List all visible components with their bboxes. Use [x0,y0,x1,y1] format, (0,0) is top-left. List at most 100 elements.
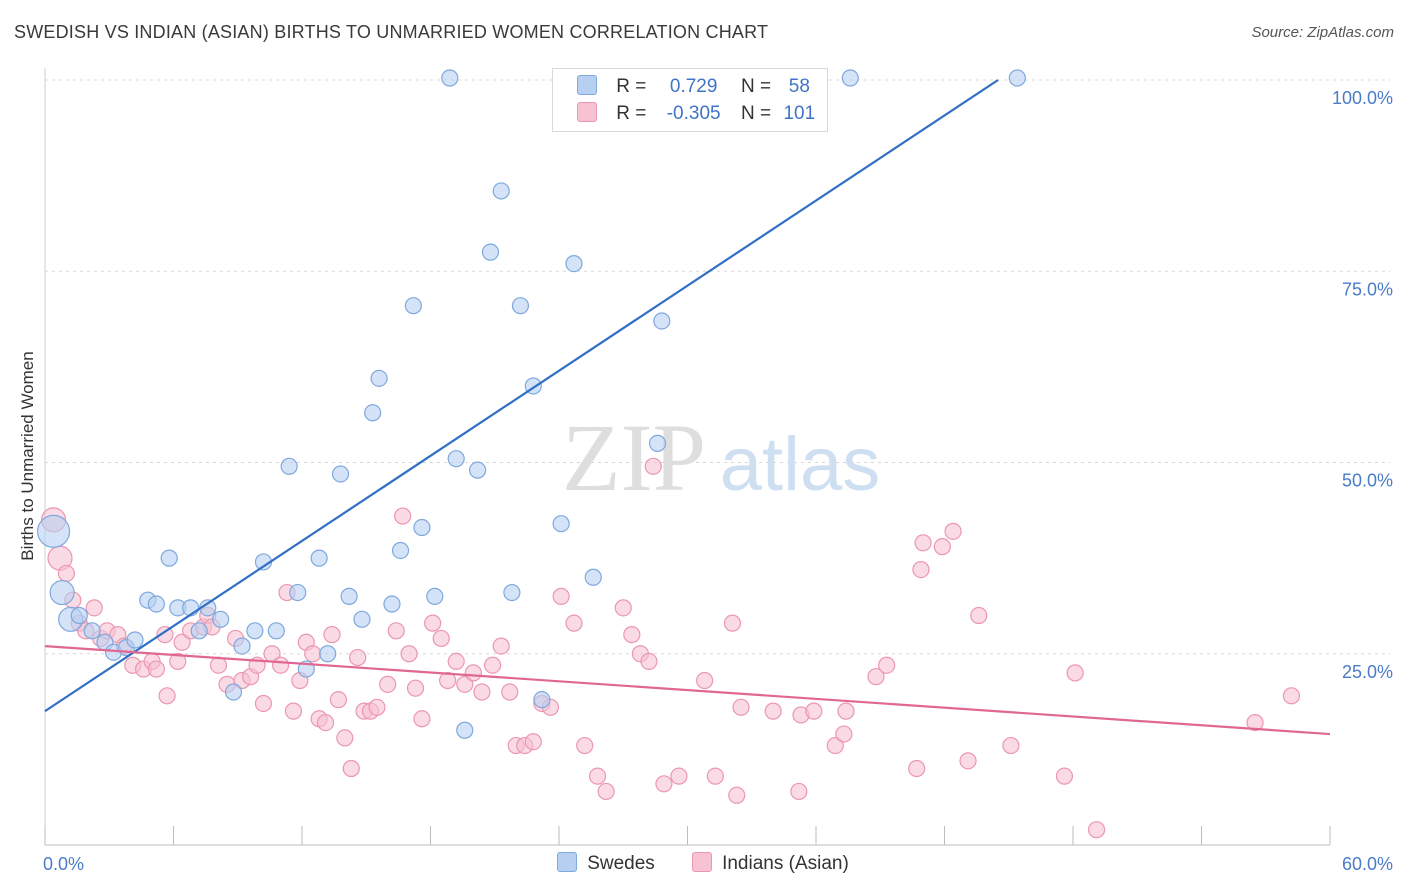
y-tick-label: 75.0% [1342,279,1393,299]
swedes-point [331,465,350,483]
tick-labels: 25.0% 50.0% 75.0% 100.0% 0.0% 60.0% [43,88,1393,874]
swedes-point [353,610,371,628]
indians-point [706,767,724,785]
indians-point [57,564,76,583]
indians-point [959,752,977,770]
indians-trend-line [44,645,1331,736]
axes [44,68,1331,846]
indians-point [1246,713,1264,732]
y-tick-label: 100.0% [1332,88,1393,108]
swedes-point [70,606,88,625]
indians-point [368,698,386,716]
indians-point [588,767,607,785]
indians-point [342,759,360,778]
indians-point [284,702,303,720]
indians-point [413,710,431,728]
swedes-point [383,595,401,613]
indians-point [1282,687,1301,705]
watermark-atlas: atlas [720,422,881,507]
swedes-n-value: 58 [788,76,810,97]
indians-point [271,656,290,674]
indians-point [524,733,542,751]
indians-point [1066,664,1084,682]
swedes-point [469,461,487,479]
indians-point [169,652,187,671]
swedes-point [492,182,510,200]
swedes-point [364,404,382,422]
indians-point [447,652,465,671]
swedes-point [584,568,602,586]
swedes-point [1008,69,1026,87]
swedes-point [246,622,264,640]
swedes-point [147,595,165,613]
indians-point [670,767,688,785]
indians-n-value: 101 [783,103,816,124]
swedes-point [310,549,328,567]
indians-point [484,656,502,674]
indians-r-value: -0.305 [666,103,721,124]
swedes-trend-line [44,79,999,713]
swedes-legend-swatch [557,852,578,872]
indians-point [933,538,951,556]
indians-point [565,614,583,632]
indians-point [1055,767,1074,785]
legend-item-indians[interactable]: Indians (Asian) [692,852,849,875]
swedes-point [36,514,71,548]
indians-point [387,622,405,640]
indians-point [732,698,750,716]
swedes-point [426,587,444,605]
indians-point [158,687,176,705]
indians-point [644,457,662,475]
chart-title: SWEDISH VS INDIAN (ASIAN) BIRTHS TO UNMA… [14,22,769,42]
swedes-point [160,549,178,567]
swedes-r-label: R = [616,76,647,97]
indians-point [640,652,658,671]
swedes-point [441,69,459,87]
indians-point [85,599,103,617]
grid [45,79,1390,655]
indians-point [878,656,896,674]
trend-lines [44,79,1331,736]
indians-point [323,626,341,644]
swedes-point [267,622,285,640]
indians-legend-swatch [692,852,713,872]
indians-point [254,694,273,713]
swedes-point [841,69,859,87]
y-tick-label: 50.0% [1342,471,1393,491]
indians-point [837,702,855,720]
indians-point [329,691,348,709]
indians-point [316,713,335,732]
legend-row-indians: R = -0.305 N = 101 [577,102,822,126]
indians-point [156,626,174,644]
indians-point [439,671,457,690]
indians-point [728,786,746,804]
swedes-point [370,369,388,387]
swedes-point [289,583,307,602]
indians-point [914,534,932,552]
swedes-point [552,515,570,533]
swedes-point [503,583,521,602]
swedes-point [212,610,230,628]
indians-point [835,725,853,743]
swedes-point [653,312,671,330]
series-indians-points [40,457,1301,839]
swedes-swatch [577,75,597,95]
swedes-point [481,243,500,261]
indians-point [723,614,742,632]
indians-point [394,507,412,525]
swedes-point [391,541,410,560]
swedes-point [49,579,75,606]
indians-point [944,522,962,540]
swedes-point [233,637,251,655]
legend-item-swedes[interactable]: Swedes [557,852,655,875]
indians-point [147,660,165,678]
indians-point [655,775,673,793]
swedes-point [319,645,337,663]
source-label: Source: ZipAtlas.com [1251,24,1394,41]
indians-point [696,671,714,690]
indians-point [406,679,425,697]
swedes-r-value: 0.729 [669,76,718,97]
swedes-point [340,587,358,605]
indians-point [764,702,782,720]
